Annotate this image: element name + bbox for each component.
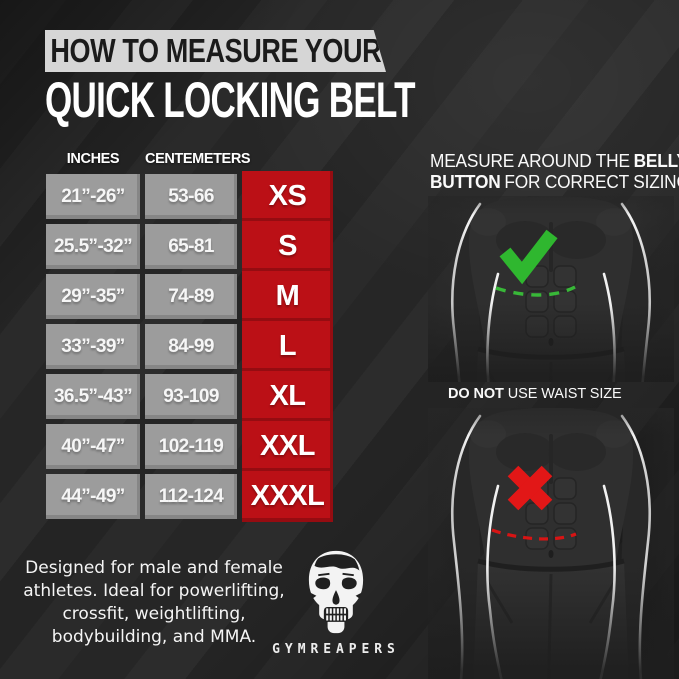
table-row: 33”-39” 84-99 L xyxy=(46,321,333,372)
cm-cell: 93-109 xyxy=(145,374,237,419)
torso-photo xyxy=(451,196,651,382)
table-row: 25.5”-32” 65-81 S xyxy=(46,221,333,272)
cm-cell: 112-124 xyxy=(145,474,237,519)
page-title: QUICK LOCKING BELT xyxy=(45,72,415,128)
cm-cell: 65-81 xyxy=(145,224,237,269)
kicker-banner: HOW TO MEASURE YOUR xyxy=(45,30,386,72)
cm-cell: 74-89 xyxy=(145,274,237,319)
inches-cell: 25.5”-32” xyxy=(46,224,140,269)
size-cell: XXXL xyxy=(242,471,333,522)
brand-logo: GYMREAPERS xyxy=(236,549,436,657)
cm-cell: 84-99 xyxy=(145,324,237,369)
dashed-measure-line xyxy=(495,285,576,297)
inches-cell: 33”-39” xyxy=(46,324,140,369)
torso-art xyxy=(451,196,651,382)
table-row: 21”-26” 53-66 XS xyxy=(46,171,333,222)
col-header-inches: INCHES xyxy=(66,151,120,167)
size-cell: M xyxy=(242,271,333,322)
table-row: 44”-49” 112-124 XXXL xyxy=(46,471,333,522)
inches-cell: 21”-26” xyxy=(46,174,140,219)
table-header-row: INCHES CENTEMETERS xyxy=(46,151,333,167)
skull-icon xyxy=(308,550,364,634)
size-cell: XS xyxy=(242,171,333,222)
inches-cell: 29”-35” xyxy=(46,274,140,319)
check-icon xyxy=(499,229,558,285)
description-line: bodybuilding, and MMA. xyxy=(51,627,257,647)
inches-cell: 44”-49” xyxy=(46,474,140,519)
torso-photo xyxy=(428,408,674,679)
cm-cell: 53-66 xyxy=(145,174,237,219)
description-line: Designed for male and female xyxy=(25,558,283,578)
inches-cell: 36.5”-43” xyxy=(46,374,140,419)
x-icon xyxy=(507,465,553,511)
table-row: 29”-35” 74-89 M xyxy=(46,271,333,322)
warning-text: DO NOT USE WAIST SIZE xyxy=(448,386,622,402)
size-cell: L xyxy=(242,321,333,372)
col-header-centimeters: CENTEMETERS xyxy=(145,151,251,167)
footer-description: Designed for male and female athletes. I… xyxy=(20,557,288,649)
size-cell: XXL xyxy=(242,421,333,472)
description-line: crossfit, weightlifting, xyxy=(62,604,246,624)
table-row: 40”-47” 102-119 XXL xyxy=(46,421,333,472)
inches-cell: 40”-47” xyxy=(46,424,140,469)
size-cell: S xyxy=(242,221,333,272)
size-table: INCHES CENTEMETERS 21”-26” 53-66 XS 25.5… xyxy=(46,151,333,524)
cm-cell: 102-119 xyxy=(145,424,237,469)
description-line: athletes. Ideal for powerlifting, xyxy=(23,581,285,601)
torso-check-figure xyxy=(428,196,674,382)
kicker-text: HOW TO MEASURE YOUR xyxy=(50,32,381,69)
table-row: 36.5”-43” 93-109 XL xyxy=(46,371,333,422)
size-cell: XL xyxy=(242,371,333,422)
brand-wordmark: GYMREAPERS xyxy=(272,642,400,657)
torso-x-figure xyxy=(428,408,674,679)
